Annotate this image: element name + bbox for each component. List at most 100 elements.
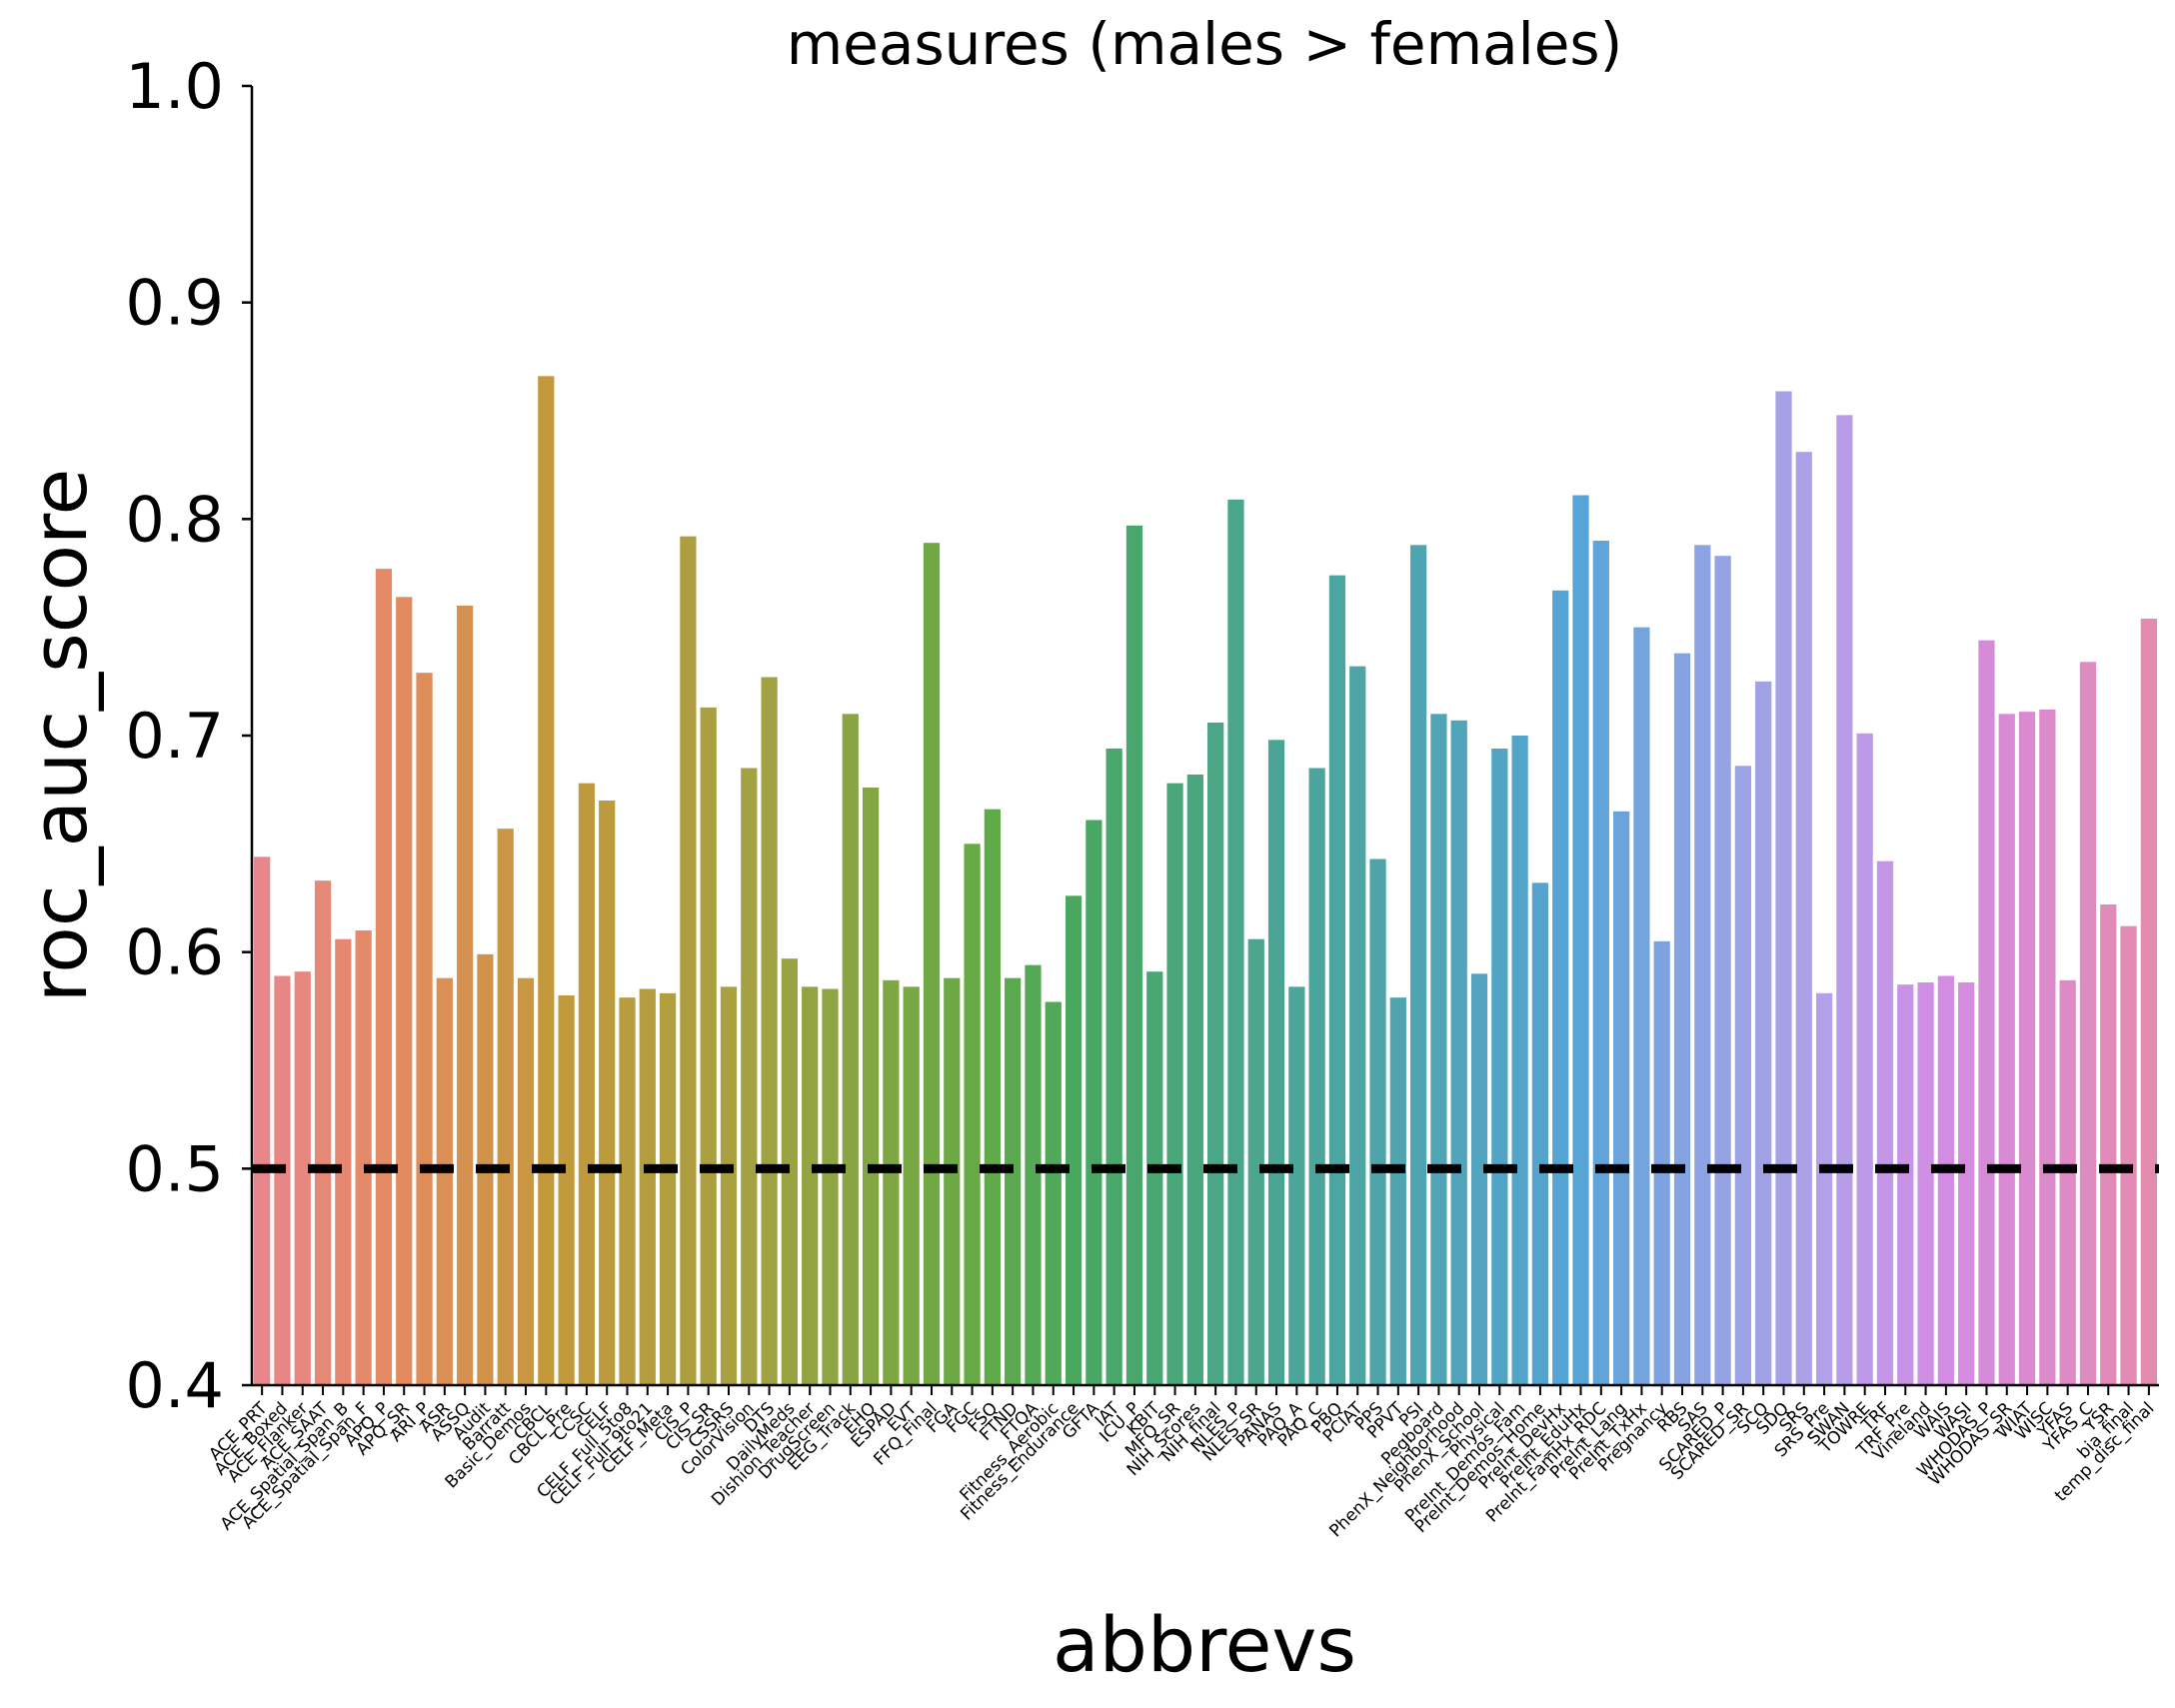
bar-FTQA <box>1025 964 1042 1385</box>
bar-SCARED_P <box>1714 556 1731 1385</box>
bar-WISC <box>2039 710 2056 1385</box>
x-axis-title: abbrevs <box>1053 1600 1356 1689</box>
bar-SDQ <box>1775 391 1792 1385</box>
bar-RBS <box>1673 653 1691 1385</box>
bar-IAT <box>1105 749 1122 1385</box>
bar-TRF <box>1876 860 1894 1385</box>
bar-WASI <box>1958 982 1975 1385</box>
bar-SAS <box>1694 545 1711 1385</box>
y-tick-label: 1.0 <box>125 50 224 123</box>
bar-CELF_Full_9to21 <box>639 988 656 1385</box>
y-axis-title: roc_auc_score <box>15 469 104 1003</box>
y-tick-label: 0.6 <box>125 916 224 989</box>
bar-PhenX_Neighborhood <box>1450 720 1467 1385</box>
bar-CIS_P <box>680 536 697 1385</box>
bar-SRS <box>1795 452 1812 1385</box>
bar-YFAS_C <box>2079 662 2097 1385</box>
chart-title: measures (males > females) <box>787 10 1623 78</box>
bar-PreInt_Lang <box>1612 811 1630 1385</box>
bar-ASR <box>436 977 453 1385</box>
y-tick-label: 0.8 <box>125 483 224 556</box>
bar-Fitness_Aerobic <box>1045 1001 1062 1385</box>
bar-Basic_Demos <box>517 977 535 1385</box>
bar-Pregnancy <box>1653 940 1670 1385</box>
bar-NIH_final <box>1207 723 1224 1385</box>
bar-YFAS <box>2059 979 2076 1385</box>
bar-CBCL_Pre <box>558 995 575 1385</box>
bar-CELF_Full_5to8 <box>619 997 636 1385</box>
bar-NIH_Scores <box>1186 775 1203 1385</box>
bar-ACE_Spatial_Span_B <box>335 938 352 1385</box>
bar-ACE_PRT <box>254 856 271 1385</box>
bar-GFTA <box>1086 820 1102 1385</box>
bar-PreInt_EduHx <box>1572 495 1589 1385</box>
bar-KBIT <box>1146 971 1163 1385</box>
bar-bia_final <box>2120 925 2137 1385</box>
bar-CCSC <box>578 783 596 1385</box>
bar-DrugScreen <box>822 988 839 1385</box>
bar-ESPAD <box>883 979 900 1385</box>
y-tick-label: 0.5 <box>125 1132 224 1205</box>
bar-SRS_Pre <box>1815 992 1833 1385</box>
y-tick-label: 0.9 <box>125 267 224 340</box>
bar-WAIS <box>1937 975 1954 1385</box>
bar-CELF_Meta <box>659 992 677 1385</box>
bar-PAQ_C <box>1308 768 1325 1385</box>
bars <box>254 376 2157 1386</box>
bar-YSR <box>2100 904 2117 1385</box>
bar-PSI <box>1410 545 1427 1385</box>
bar-Pegboard <box>1430 714 1447 1385</box>
bar-WHODAS_SR <box>1998 714 2015 1385</box>
bar-ARI_P <box>416 673 433 1385</box>
bar-ICU_P <box>1125 525 1143 1385</box>
bar-EVT <box>903 986 920 1385</box>
y-tick-label: 0.4 <box>125 1349 224 1422</box>
bar-ASSQ <box>457 606 474 1385</box>
bar-PreInt_TxHx <box>1633 627 1650 1385</box>
bar-TRF_Pre <box>1897 984 1914 1385</box>
bar-SCQ <box>1755 681 1772 1385</box>
bar-ACE_Boxed <box>274 975 291 1385</box>
bar-SCARED_SR <box>1734 766 1752 1385</box>
bar-PPS <box>1369 858 1386 1385</box>
bar-PBQ <box>1328 575 1346 1385</box>
bar-PANAS <box>1267 740 1285 1385</box>
bar-ACE_SAAT <box>314 880 332 1385</box>
bar-TOWRE <box>1856 733 1873 1385</box>
bar-PhenX_School <box>1470 973 1488 1385</box>
bar-CIS_SR <box>700 707 717 1385</box>
bar-WIAT <box>2018 712 2036 1385</box>
bar-PreInt_Demos_Fam <box>1511 736 1528 1385</box>
bar-FGC <box>964 844 981 1385</box>
bar-PreInt_DevHx <box>1552 590 1569 1385</box>
bar-CELF <box>599 801 616 1385</box>
bar-Dishion_Teacher <box>802 986 819 1385</box>
bar-NLES_P <box>1227 499 1244 1386</box>
bar-ACE_Spatial_Span_F <box>355 930 372 1385</box>
bar-PCIAT <box>1349 666 1366 1385</box>
bar-APQ_P <box>375 569 393 1385</box>
bar-FGA <box>944 977 961 1385</box>
bar-CBCL <box>538 376 555 1386</box>
bar-Barratt <box>497 829 514 1385</box>
bar-CSSRS <box>720 986 738 1385</box>
bar-temp_disc_final <box>2140 619 2157 1385</box>
bar-Physical <box>1491 749 1508 1385</box>
bar-WHODAS_P <box>1978 640 1995 1385</box>
bar-ColorVision <box>741 768 758 1385</box>
bar-MFQ_SR <box>1166 783 1183 1385</box>
bar-PreInt_FamHx_RDC <box>1592 541 1609 1385</box>
bar-PPVT <box>1389 997 1406 1385</box>
bar-FTND <box>1005 977 1022 1385</box>
bar-NLES_SR <box>1247 938 1264 1385</box>
bar-FSQ <box>984 809 1001 1385</box>
bar-PAQ_A <box>1288 986 1305 1385</box>
bar-FFQ_Final <box>923 543 941 1385</box>
bar-ACE_Flanker <box>294 971 311 1385</box>
bar-PreInt_Demos_Home <box>1531 882 1549 1385</box>
bar-SWAN <box>1836 415 1853 1386</box>
bar-DTS <box>761 677 778 1385</box>
y-tick-label: 0.7 <box>125 700 224 773</box>
x-ticks: ACE_PRTACE_BoxedACE_FlankerACE_SAATACE_S… <box>205 1385 2158 1541</box>
